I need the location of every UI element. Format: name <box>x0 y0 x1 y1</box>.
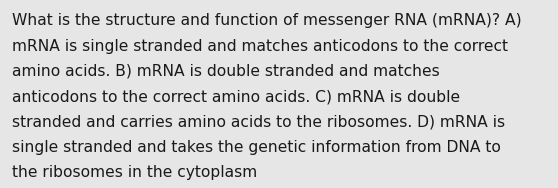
Text: What is the structure and function of messenger RNA (mRNA)? A): What is the structure and function of me… <box>12 13 522 28</box>
Text: anticodons to the correct amino acids. C) mRNA is double: anticodons to the correct amino acids. C… <box>12 89 460 104</box>
Text: the ribosomes in the cytoplasm: the ribosomes in the cytoplasm <box>12 165 258 180</box>
Text: mRNA is single stranded and matches anticodons to the correct: mRNA is single stranded and matches anti… <box>12 39 508 54</box>
Text: single stranded and takes the genetic information from DNA to: single stranded and takes the genetic in… <box>12 140 501 155</box>
Text: stranded and carries amino acids to the ribosomes. D) mRNA is: stranded and carries amino acids to the … <box>12 115 506 130</box>
Text: amino acids. B) mRNA is double stranded and matches: amino acids. B) mRNA is double stranded … <box>12 64 440 79</box>
